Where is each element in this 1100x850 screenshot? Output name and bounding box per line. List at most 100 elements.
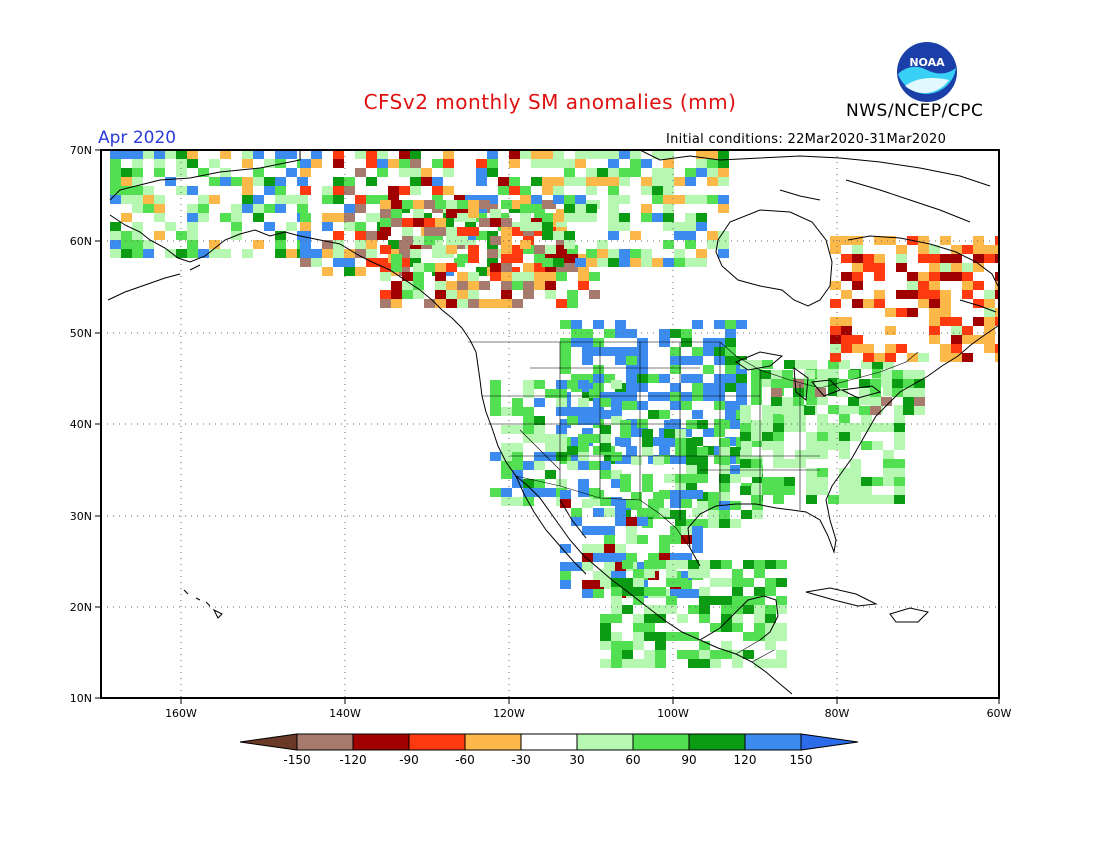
anomaly-cell [894, 495, 905, 504]
anomaly-cell [611, 659, 622, 668]
anomaly-cell [619, 258, 630, 267]
anomaly-cell [688, 560, 699, 569]
anomaly-cell [435, 200, 446, 209]
anomaly-cell [366, 150, 377, 159]
anomaly-cell [892, 388, 903, 397]
anomaly-cell [501, 272, 512, 281]
anomaly-cell [556, 407, 567, 416]
anomaly-cell [995, 317, 999, 326]
anomaly-cell [176, 150, 187, 159]
anomaly-cell [498, 177, 509, 186]
anomaly-cell [795, 414, 806, 423]
anomaly-cell [973, 254, 984, 263]
anomaly-cell [553, 177, 564, 186]
anomaly-cell [242, 150, 253, 159]
anomaly-cell [132, 231, 143, 240]
anomaly-cell [633, 623, 644, 632]
anomaly-cell [784, 477, 795, 486]
anomaly-cell [795, 360, 806, 369]
anomaly-cell [740, 450, 751, 459]
anomaly-cell [674, 258, 685, 267]
anomaly-cell [903, 388, 914, 397]
anomaly-cell [231, 177, 242, 186]
anomaly-cell [567, 254, 578, 263]
anomaly-cell [776, 632, 787, 641]
anomaly-cell [220, 249, 231, 258]
anomaly-cell [578, 452, 589, 461]
anomaly-cell [675, 474, 686, 483]
tick-marks [95, 149, 1000, 704]
anomaly-cell [380, 218, 391, 227]
anomaly-cell [940, 317, 951, 326]
anomaly-cell [681, 428, 692, 437]
anomaly-cell [681, 356, 692, 365]
anomaly-cell [740, 423, 751, 432]
anomaly-cell [523, 461, 534, 470]
anomaly-cell [553, 258, 564, 267]
anomaly-cell [730, 420, 741, 429]
anomaly-cell [176, 168, 187, 177]
anomaly-cell [311, 150, 322, 159]
anomaly-cell [231, 222, 242, 231]
anomaly-cells [110, 150, 999, 668]
anomaly-cell [675, 483, 686, 492]
anomaly-cell [773, 432, 784, 441]
anomaly-cell [659, 490, 670, 499]
map-area [101, 150, 999, 698]
anomaly-cell [176, 231, 187, 240]
anomaly-cell [718, 249, 729, 258]
anomaly-cell [615, 499, 626, 508]
anomaly-cell [593, 508, 604, 517]
anomaly-cell [143, 186, 154, 195]
anomaly-cell [476, 159, 487, 168]
anomaly-cell [863, 254, 874, 263]
anomaly-cell [498, 186, 509, 195]
anomaly-cell [670, 392, 681, 401]
anomaly-cell [762, 360, 773, 369]
anomaly-cell [143, 249, 154, 258]
anomaly-cell [670, 383, 681, 392]
anomaly-cell [806, 486, 817, 495]
anomaly-cell [699, 560, 710, 569]
anomaly-cell [896, 344, 907, 353]
anomaly-cell [670, 526, 681, 535]
anomaly-cell [611, 587, 622, 596]
anomaly-cell [264, 159, 275, 168]
anomaly-cell [659, 374, 670, 383]
anomaly-cell [355, 150, 366, 159]
anomaly-cell [578, 407, 589, 416]
anomaly-cell [861, 477, 872, 486]
anomaly-cell [333, 258, 344, 267]
anomaly-cell [457, 272, 468, 281]
colorbar-label: -30 [511, 753, 531, 767]
anomaly-cell [264, 204, 275, 213]
anomaly-cell [311, 249, 322, 258]
anomaly-cell [501, 200, 512, 209]
anomaly-cell [564, 168, 575, 177]
central-america-borders [735, 639, 775, 663]
anomaly-cell [242, 204, 253, 213]
anomaly-cell [512, 470, 523, 479]
anomaly-cell [644, 569, 655, 578]
anomaly-cell [564, 159, 575, 168]
alaska-coast [109, 150, 373, 263]
anomaly-cell [670, 535, 681, 544]
anomaly-cell [501, 254, 512, 263]
anomaly-cell [686, 456, 697, 465]
anomaly-cell [793, 406, 804, 415]
anomaly-cell [784, 486, 795, 495]
anomaly-cell [542, 186, 553, 195]
anomaly-cell [286, 168, 297, 177]
anomaly-cell [914, 370, 925, 379]
anomaly-cell [187, 231, 198, 240]
anomaly-cell [995, 272, 999, 281]
anomaly-cell [670, 365, 681, 374]
anomaly-cell [143, 240, 154, 249]
anomaly-cell [995, 281, 999, 290]
anomaly-cell [597, 150, 608, 159]
anomaly-cell [630, 249, 641, 258]
anomaly-cell [782, 406, 793, 415]
anomaly-cell [490, 488, 501, 497]
anomaly-cell [707, 195, 718, 204]
anomaly-cell [523, 425, 534, 434]
